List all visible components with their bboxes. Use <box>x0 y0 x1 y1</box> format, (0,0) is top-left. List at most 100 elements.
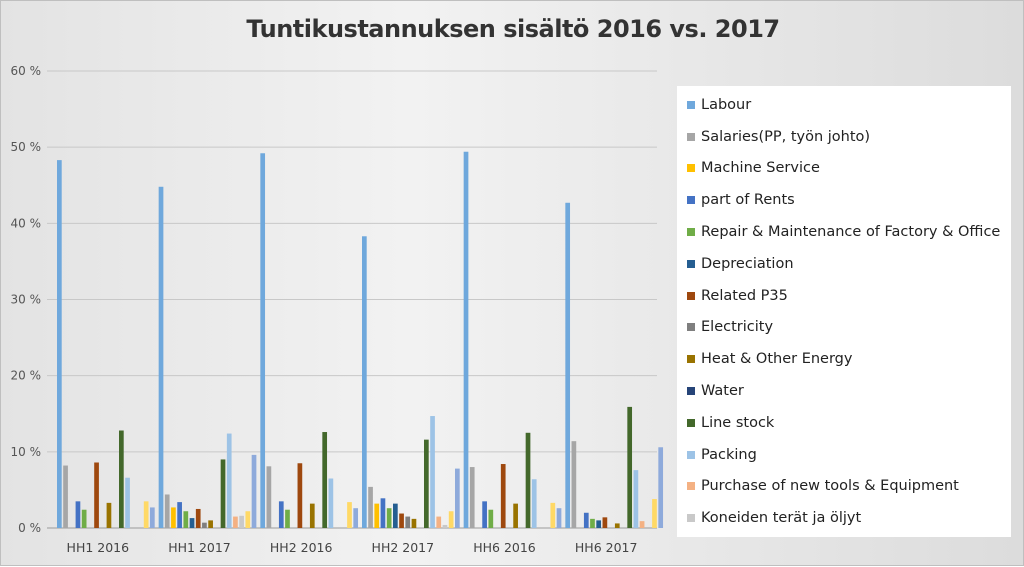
legend-entry: Water <box>687 375 1011 407</box>
legend-entry: Depreciation <box>687 248 1011 280</box>
bar <box>448 511 454 528</box>
legend-swatch <box>687 100 695 109</box>
legend-label: Water <box>701 383 744 400</box>
y-tick-label: 50 % <box>11 140 42 154</box>
legend-entry: Koneiden terät ja öljyt <box>687 502 1011 534</box>
legend-swatch <box>687 418 695 427</box>
bar <box>347 502 352 528</box>
bar <box>195 508 201 528</box>
bar <box>177 502 182 528</box>
y-tick-label: 20 % <box>11 369 42 383</box>
bar <box>164 494 170 528</box>
y-tick-label: 0 % <box>18 521 41 535</box>
bar <box>368 486 373 528</box>
x-tick-label: HH6 2016 <box>473 540 536 555</box>
legend-label: Packing <box>701 446 757 463</box>
bar <box>614 523 620 528</box>
bar <box>386 508 392 528</box>
legend-swatch <box>687 291 695 300</box>
bar <box>75 501 81 528</box>
bar <box>362 236 367 528</box>
bar <box>143 501 149 528</box>
legend-entry: Electricity <box>687 312 1011 344</box>
legend-swatch <box>687 259 695 268</box>
bar <box>63 465 68 528</box>
legend-swatch <box>687 196 695 205</box>
bar <box>202 522 207 528</box>
bar <box>411 518 417 528</box>
bar <box>550 502 556 528</box>
bar <box>393 503 398 528</box>
legend-swatch <box>687 164 695 173</box>
bar <box>266 466 272 528</box>
bar <box>590 518 595 528</box>
bar <box>556 508 562 528</box>
bar <box>106 502 112 528</box>
bar <box>57 160 62 529</box>
bar <box>150 507 155 528</box>
bar <box>226 433 232 528</box>
x-tick-label: HH1 2016 <box>67 540 130 555</box>
bar <box>208 520 213 528</box>
bar <box>482 501 487 528</box>
x-tick-label: HH2 2017 <box>372 540 435 555</box>
bar <box>158 186 164 529</box>
legend-label: Line stock <box>701 414 775 431</box>
bar <box>531 479 537 528</box>
legend-entry: part of Rents <box>687 184 1011 216</box>
bar <box>455 468 460 528</box>
legend-label: Purchase of new tools & Equipment <box>701 478 959 495</box>
bar <box>424 439 429 528</box>
y-tick-label: 30 % <box>11 293 42 307</box>
bar <box>500 464 506 528</box>
bar <box>463 151 469 528</box>
bar <box>233 516 238 528</box>
bar <box>171 507 176 528</box>
bar <box>596 520 602 528</box>
bar <box>442 524 448 528</box>
bar <box>251 454 257 528</box>
bar <box>278 501 284 528</box>
legend-swatch <box>687 482 695 491</box>
legend-entry: Heat & Other Energy <box>687 343 1011 375</box>
legend-swatch <box>687 514 695 523</box>
legend-entry: Labour <box>687 89 1011 121</box>
bar <box>220 459 226 528</box>
bar <box>119 430 124 528</box>
legend-entry: Packing <box>687 439 1011 471</box>
chart-title: Tuntikustannuksen sisältö 2016 vs. 2017 <box>246 15 780 43</box>
legend-label: Labour <box>701 96 752 113</box>
legend-label: Machine Service <box>701 160 820 177</box>
bar <box>183 511 189 528</box>
legend-label: Related P35 <box>701 287 788 304</box>
legend-entry: Related P35 <box>687 280 1011 312</box>
bar <box>189 518 195 528</box>
bar <box>322 432 328 528</box>
x-tick-label: HH1 2017 <box>168 540 231 555</box>
legend-swatch <box>687 323 695 332</box>
legend-swatch <box>687 387 695 396</box>
chart-legend: Labour Salaries(PP, työn johto) Machine Se… <box>677 86 1011 537</box>
bar <box>239 515 244 528</box>
bar <box>513 503 518 528</box>
y-tick-label: 40 % <box>11 216 42 230</box>
legend-label: Koneiden terät ja öljyt <box>701 510 862 527</box>
legend-label: Electricity <box>701 319 774 336</box>
bar <box>405 516 411 528</box>
bar <box>602 517 608 528</box>
bar <box>469 467 475 528</box>
bar <box>583 512 589 528</box>
bar <box>639 521 645 528</box>
legend-entry: Repair & Maintenance of Factory & Office <box>687 216 1011 248</box>
bar <box>565 202 571 529</box>
bar <box>652 499 657 528</box>
bar <box>430 416 435 528</box>
legend-swatch <box>687 355 695 364</box>
bar <box>125 477 130 528</box>
bar <box>525 432 531 528</box>
bar <box>436 516 442 528</box>
legend-swatch <box>687 450 695 459</box>
bar <box>328 478 334 528</box>
legend-entry: Salaries(PP, työn johto) <box>687 121 1011 153</box>
